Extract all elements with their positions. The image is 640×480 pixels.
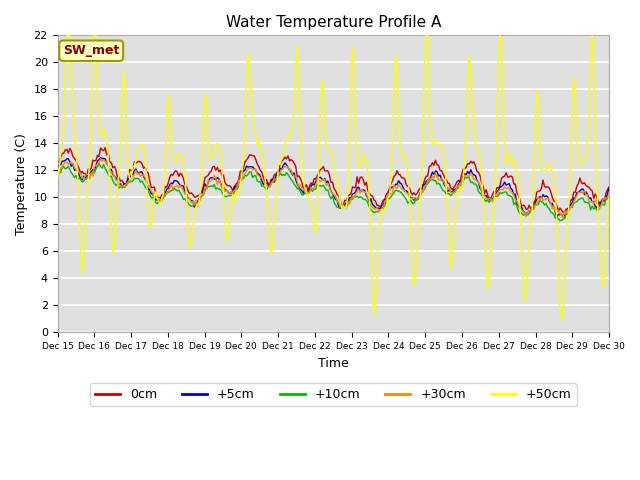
Legend: 0cm, +5cm, +10cm, +30cm, +50cm: 0cm, +5cm, +10cm, +30cm, +50cm bbox=[90, 383, 577, 406]
Title: Water Temperature Profile A: Water Temperature Profile A bbox=[226, 15, 441, 30]
X-axis label: Time: Time bbox=[318, 357, 349, 370]
Y-axis label: Temperature (C): Temperature (C) bbox=[15, 133, 28, 235]
Text: SW_met: SW_met bbox=[63, 44, 120, 57]
